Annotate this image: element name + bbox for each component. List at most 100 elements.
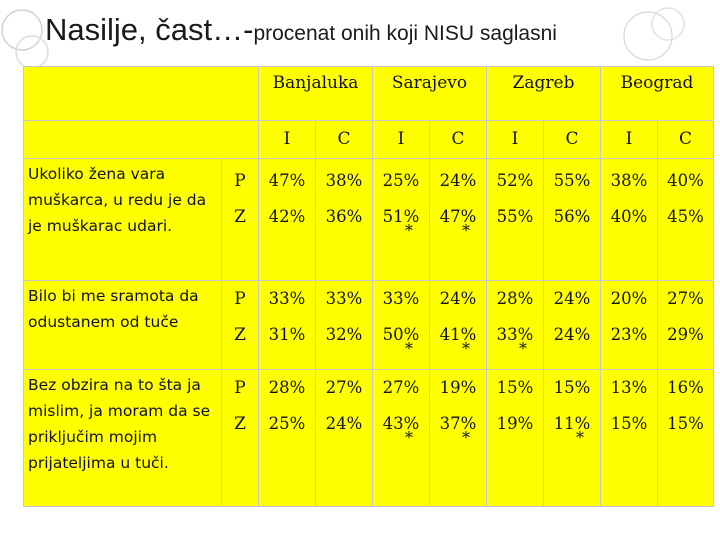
value-cell: 33% 32% <box>316 281 373 370</box>
percent-value: 33% <box>383 289 420 308</box>
group-label: Z <box>222 406 258 442</box>
percent-value: 31% <box>269 325 306 344</box>
value-cell: 15% 11% * <box>544 370 601 507</box>
value-line: 16% <box>658 370 713 406</box>
subheader-row: I C I C I C I C <box>24 121 714 159</box>
percent-value: 24% <box>440 289 477 308</box>
group-label: P <box>222 281 258 317</box>
value-line: 40% <box>601 199 657 235</box>
value-line: 15% <box>487 370 543 406</box>
group-label: Z <box>222 199 258 235</box>
value-line: 32% <box>316 317 372 353</box>
percent-value: 15% <box>611 414 648 433</box>
percent-value: 33% <box>326 289 363 308</box>
percent-value: 28% <box>269 378 306 397</box>
value-cell: 40% 45% <box>658 159 714 281</box>
value-cell: 24% 47% * <box>430 159 487 281</box>
percent-value: 32% <box>326 325 363 344</box>
percent-value: 50% <box>383 325 420 344</box>
percent-value: 27% <box>667 289 704 308</box>
percent-value: 42% <box>269 207 306 226</box>
percent-value: 55% <box>497 207 534 226</box>
question-row: Bez obzira na to šta ja mislim, ja moram… <box>24 370 714 507</box>
value-cell: 38% 36% <box>316 159 373 281</box>
question-row: Ukoliko žena vara muškarca, u redu je da… <box>24 159 714 281</box>
percent-value: 33% <box>497 325 534 344</box>
value-line: 15% <box>658 406 713 442</box>
title-main: Nasilje, čast…- <box>45 12 253 47</box>
subheader-cell: C <box>544 121 601 159</box>
city-header-beograd: Beograd <box>601 67 714 121</box>
value-line: 19% <box>430 370 486 406</box>
value-cell: 38% 40% <box>601 159 658 281</box>
value-cell: 28% 33% * <box>487 281 544 370</box>
value-line: 52% <box>487 163 543 199</box>
question-text: Bez obzira na to šta ja mislim, ja moram… <box>24 370 222 507</box>
value-cell: 55% 56% <box>544 159 601 281</box>
percent-value: 40% <box>611 207 648 226</box>
city-header-banjaluka: Banjaluka <box>259 67 373 121</box>
percent-value: 47% <box>440 207 477 226</box>
subheader-cell: I <box>487 121 544 159</box>
city-header-sarajevo: Sarajevo <box>373 67 487 121</box>
percent-value: 45% <box>667 207 704 226</box>
value-cell: 25% 51% * <box>373 159 430 281</box>
percent-value: 24% <box>326 414 363 433</box>
subheader-cell: I <box>373 121 430 159</box>
percent-value: 25% <box>269 414 306 433</box>
value-line: 56% <box>544 199 600 235</box>
percent-value: 36% <box>326 207 363 226</box>
value-cell: 52% 55% <box>487 159 544 281</box>
percent-value: 51% <box>383 207 420 226</box>
percent-value: 52% <box>497 171 534 190</box>
value-line: 33% <box>316 281 372 317</box>
value-line: 24% <box>430 281 486 317</box>
value-line: 45% <box>658 199 713 235</box>
percent-value: 11% <box>554 414 591 433</box>
value-cell: 47% 42% <box>259 159 316 281</box>
value-line: 25% <box>373 163 429 199</box>
group-label: P <box>222 370 258 406</box>
value-cell: 33% 31% <box>259 281 316 370</box>
value-line: 27% <box>316 370 372 406</box>
value-cell: 27% 43% * <box>373 370 430 507</box>
value-line: 40% <box>658 163 713 199</box>
group-label: P <box>222 163 258 199</box>
percent-value: 19% <box>497 414 534 433</box>
subheader-blank-cell <box>24 121 259 159</box>
percent-value: 47% <box>269 171 306 190</box>
value-line: 15% <box>544 370 600 406</box>
subheader-cell: I <box>259 121 316 159</box>
percent-value: 33% <box>269 289 306 308</box>
value-line: 33% <box>259 281 315 317</box>
value-line: 38% <box>601 163 657 199</box>
percent-value: 37% <box>440 414 477 433</box>
subheader-cell: C <box>658 121 714 159</box>
value-cell: 16% 15% <box>658 370 714 507</box>
city-header-zagreb: Zagreb <box>487 67 601 121</box>
value-line: 55% <box>544 163 600 199</box>
value-line: 33% <box>373 281 429 317</box>
question-text: Bilo bi me sramota da odustanem od tuče <box>24 281 222 370</box>
percent-value: 40% <box>667 171 704 190</box>
percent-value: 24% <box>554 289 591 308</box>
percent-value: 19% <box>440 378 477 397</box>
percent-value: 25% <box>383 171 420 190</box>
value-cell: 24% 24% <box>544 281 601 370</box>
value-line: 23% <box>601 317 657 353</box>
value-cell: 13% 15% <box>601 370 658 507</box>
question-row: Bilo bi me sramota da odustanem od tuče P… <box>24 281 714 370</box>
value-line: 38% <box>316 163 372 199</box>
results-table: Banjaluka Sarajevo Zagreb Beograd I C I … <box>23 66 714 507</box>
percent-value: 15% <box>667 414 704 433</box>
value-cell: 27% 24% <box>316 370 373 507</box>
percent-value: 38% <box>326 171 363 190</box>
subheader-cell: C <box>430 121 487 159</box>
value-cell: 20% 23% <box>601 281 658 370</box>
percent-value: 15% <box>554 378 591 397</box>
percent-value: 55% <box>554 171 591 190</box>
value-line: 27% <box>373 370 429 406</box>
value-line: 28% <box>259 370 315 406</box>
